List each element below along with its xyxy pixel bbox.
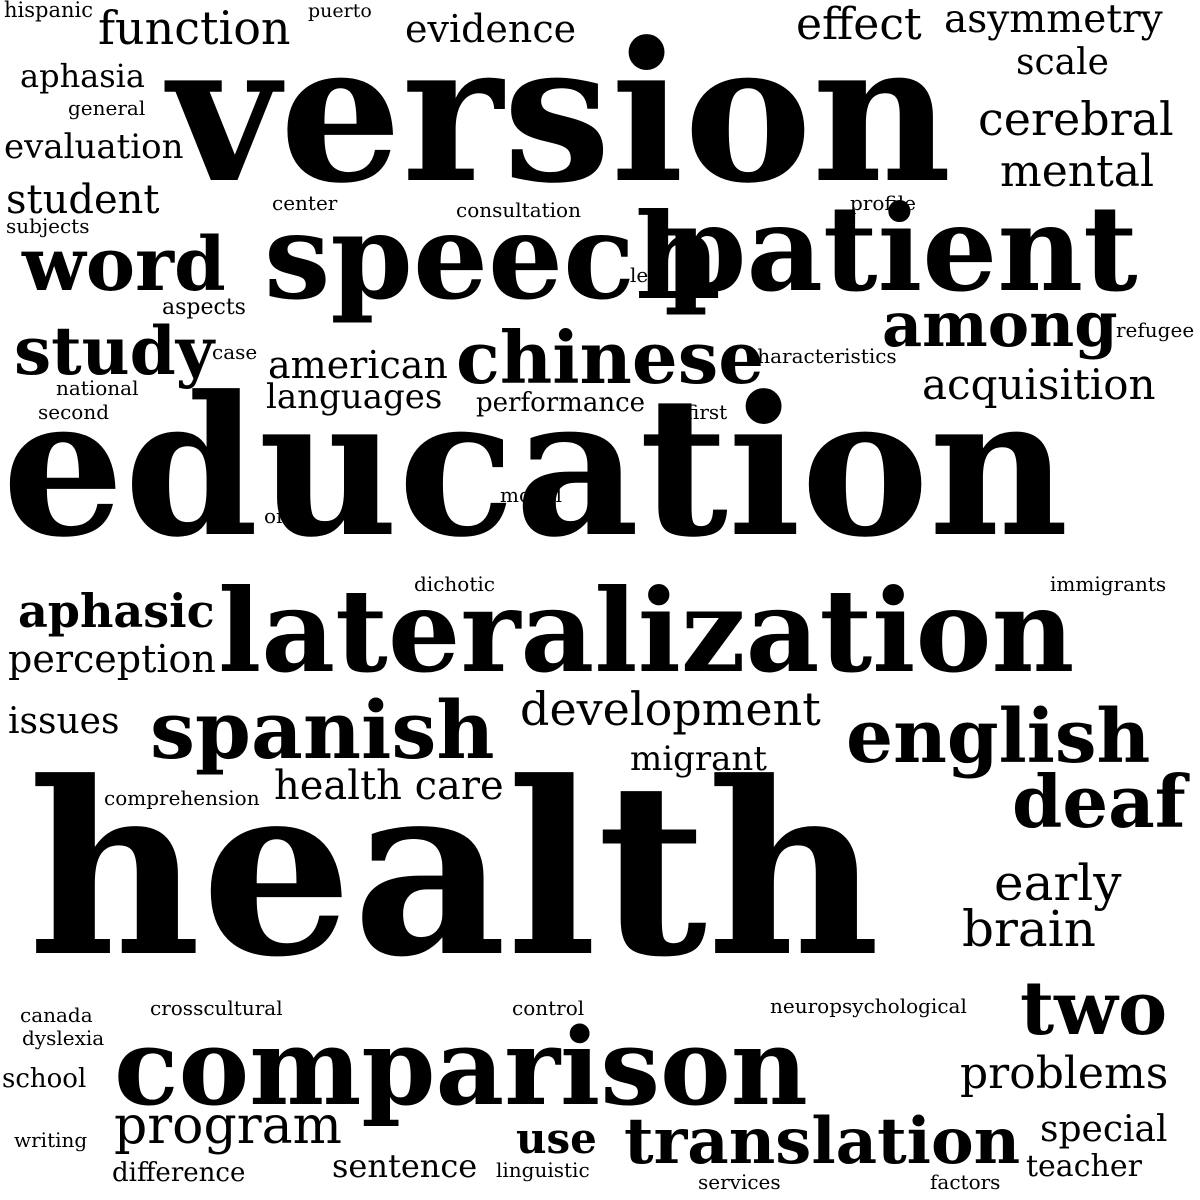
word-model: model <box>500 483 563 507</box>
word-characteristics: characteristics <box>746 344 897 368</box>
word-version: version <box>168 1 952 226</box>
word-lateralization: lateralization <box>218 564 1075 698</box>
word-school: school <box>2 1064 87 1094</box>
word-left: left <box>630 263 664 287</box>
word-early: early <box>994 854 1122 912</box>
word-immigrants: immigrants <box>1050 572 1167 596</box>
word-aphasic: aphasic <box>18 584 215 638</box>
word-dyslexia: dyslexia <box>22 1026 105 1050</box>
word-problems: problems <box>960 1048 1169 1099</box>
word-consultation: consultation <box>456 198 581 222</box>
word-performance: performance <box>476 388 646 418</box>
word-english: english <box>846 694 1151 780</box>
word-crosscultural: crosscultural <box>150 996 283 1020</box>
word-two: two <box>1020 966 1168 1052</box>
word-effect: effect <box>796 0 922 50</box>
word-national: national <box>56 376 139 400</box>
word-evaluation: evaluation <box>4 127 184 167</box>
word-subjects: subjects <box>6 214 90 238</box>
word-difference: difference <box>112 1158 246 1188</box>
word-linguistic: linguistic <box>496 1158 590 1182</box>
word-education: education <box>2 355 1069 580</box>
word-hispanic: hispanic <box>4 0 93 22</box>
word-writing: writing <box>14 1128 88 1152</box>
word-word: word <box>22 222 226 308</box>
word-special: special <box>1040 1109 1168 1150</box>
word-aphasia: aphasia <box>20 57 145 95</box>
word-languages: languages <box>266 377 443 417</box>
word-neuropsychological: neuropsychological <box>770 994 967 1018</box>
word-profile: profile <box>850 191 916 215</box>
word-patient: patient <box>664 179 1138 318</box>
word-student: student <box>6 177 160 223</box>
word-sentence: sentence <box>332 1147 478 1185</box>
word-aspects: aspects <box>162 295 246 320</box>
word-spanish: spanish <box>150 683 495 777</box>
word-control: control <box>512 996 585 1020</box>
word-puerto: puerto <box>308 0 372 22</box>
word-migrant: migrant <box>630 739 767 779</box>
word-perception: perception <box>8 637 216 681</box>
word-issues: issues <box>8 701 120 742</box>
word-translation: translation <box>624 1104 1021 1179</box>
word-factors: factors <box>930 1170 1001 1194</box>
word-program: program <box>114 1096 342 1156</box>
word-brain: brain <box>962 900 1096 958</box>
word-teacher: teacher <box>1026 1149 1142 1184</box>
word-scale: scale <box>1016 42 1109 83</box>
word-function: function <box>98 1 291 55</box>
word-health: health <box>28 731 881 1010</box>
word-evidence: evidence <box>405 7 577 51</box>
word-acquisition: acquisition <box>922 360 1156 409</box>
word-health-care: health care <box>274 763 504 809</box>
word-study: study <box>14 312 215 390</box>
word-speech: speech <box>264 187 721 326</box>
word-general: general <box>68 96 146 120</box>
word-among: among <box>882 288 1118 361</box>
word-first: first <box>686 400 728 424</box>
word-mental: mental <box>1000 146 1155 197</box>
word-cerebral: cerebral <box>978 92 1174 146</box>
word-canada: canada <box>20 1003 93 1027</box>
word-american: american <box>268 343 448 387</box>
word-center: center <box>272 191 338 215</box>
word-second: second <box>38 400 110 424</box>
word-deaf: deaf <box>1012 759 1186 844</box>
word-asymmetry: asymmetry <box>944 0 1163 42</box>
word-services: services <box>698 1170 781 1194</box>
word-comprehension: comprehension <box>104 786 260 810</box>
word-comparison: comparison <box>114 1004 808 1129</box>
word-refugee: refugee <box>1116 318 1195 342</box>
word-use: use <box>516 1114 597 1163</box>
word-one: one <box>264 504 301 528</box>
word-chinese: chinese <box>456 315 765 400</box>
word-dichotic: dichotic <box>414 572 495 596</box>
word-development: development <box>520 682 821 736</box>
word-case: case <box>212 340 258 364</box>
